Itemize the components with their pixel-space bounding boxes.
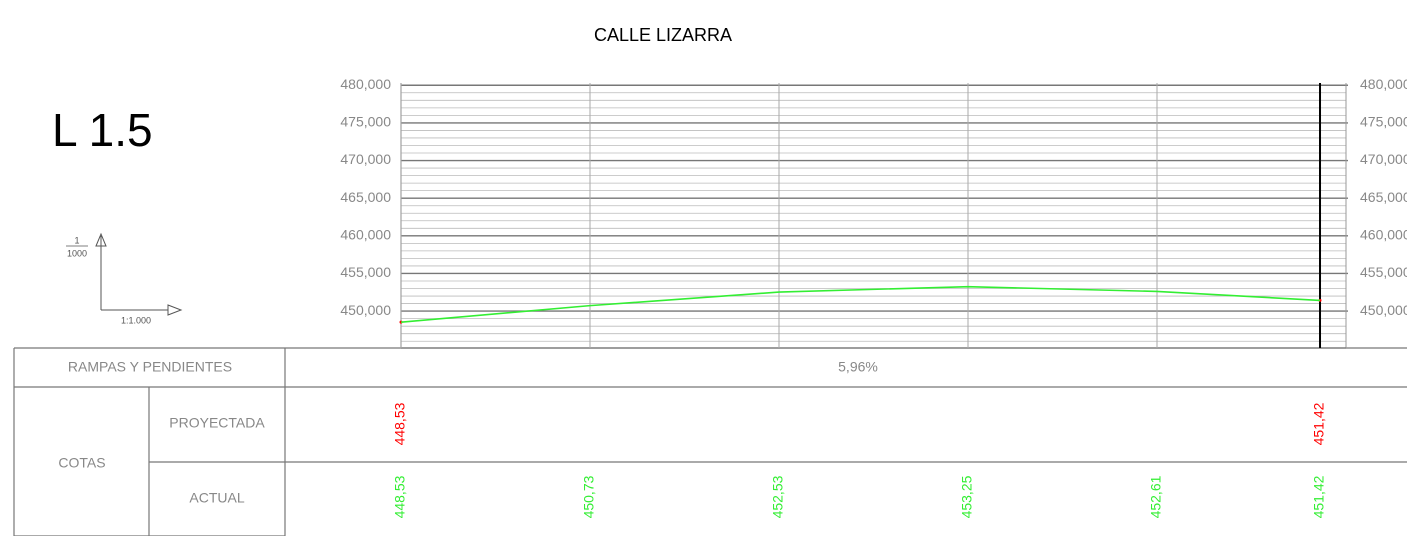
- row-header: PROYECTADA: [169, 415, 265, 431]
- value-label: 452,61: [1148, 475, 1164, 518]
- value-label: 452,53: [770, 475, 786, 518]
- y-tick-label-right: 465,000: [1360, 189, 1407, 205]
- y-tick-label: 465,000: [340, 189, 391, 205]
- y-tick-label-right: 450,000: [1360, 302, 1407, 318]
- ramp-value: 5,96%: [838, 359, 878, 375]
- scale-arrows: [95, 232, 183, 316]
- scale-horizontal: 1:1.000: [121, 315, 151, 325]
- y-tick-label-right: 475,000: [1360, 114, 1407, 130]
- profile-label: L 1.5: [52, 104, 153, 156]
- scale-den: 1000: [67, 248, 87, 258]
- y-tick-label-right: 470,000: [1360, 151, 1407, 167]
- y-tick-label: 460,000: [340, 227, 391, 243]
- value-label: 450,73: [581, 475, 597, 518]
- value-label: 448,53: [392, 475, 408, 518]
- row-header: ACTUAL: [189, 490, 244, 506]
- scale-num: 1: [74, 235, 79, 245]
- cotas-header: COTAS: [58, 455, 105, 471]
- y-tick-label-right: 455,000: [1360, 264, 1407, 280]
- ramp-header: RAMPAS Y PENDIENTES: [68, 359, 232, 375]
- y-tick-label: 475,000: [340, 114, 391, 130]
- table-lines: [13, 347, 1407, 536]
- y-tick-label-right: 480,000: [1360, 76, 1407, 92]
- y-tick-label: 450,000: [340, 302, 391, 318]
- y-tick-label-right: 460,000: [1360, 227, 1407, 243]
- y-tick-label: 470,000: [340, 151, 391, 167]
- y-tick-label: 480,000: [340, 76, 391, 92]
- data-table: [13, 347, 1407, 536]
- value-label: 448,53: [392, 402, 408, 445]
- value-label: 451,42: [1311, 475, 1327, 518]
- chart-title: CALLE LIZARRA: [594, 25, 732, 45]
- series-line: [400, 285, 1321, 323]
- value-label: 451,42: [1311, 402, 1327, 445]
- value-label: 453,25: [959, 475, 975, 518]
- y-tick-label: 455,000: [340, 264, 391, 280]
